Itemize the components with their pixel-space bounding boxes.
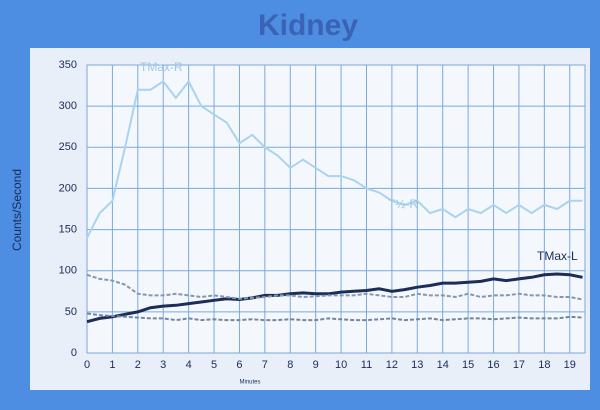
x-tick-label: 6 bbox=[236, 359, 242, 371]
series-line bbox=[86, 79, 583, 239]
x-tick-label: 12 bbox=[386, 359, 398, 371]
y-tick-label: 350 bbox=[59, 59, 77, 71]
y-tick-label: 200 bbox=[59, 182, 77, 194]
x-tick-label: 13 bbox=[411, 359, 423, 371]
x-tick-label: 2 bbox=[135, 359, 141, 371]
y-tick-label: 100 bbox=[59, 265, 77, 277]
chart-title: Kidney bbox=[258, 9, 358, 42]
annotation: TMax-R bbox=[140, 60, 183, 74]
x-tick-label: 0 bbox=[84, 359, 90, 371]
y-tick-label: 250 bbox=[59, 141, 77, 153]
x-tick-label: 15 bbox=[462, 359, 474, 371]
x-tick-label: 11 bbox=[361, 359, 372, 371]
series-line bbox=[86, 312, 583, 322]
plot-area bbox=[86, 64, 586, 354]
x-tick-label: 7 bbox=[262, 359, 268, 371]
annotation: TMax-L bbox=[537, 249, 578, 263]
y-axis-label: Counts/Second bbox=[10, 169, 24, 251]
y-tick-label: 0 bbox=[71, 347, 77, 359]
x-tick-label: 17 bbox=[513, 359, 525, 371]
x-tick-label: 8 bbox=[287, 359, 293, 371]
x-tick-label: 14 bbox=[437, 359, 449, 371]
y-tick-label: 150 bbox=[59, 223, 77, 235]
y-tick-label: 300 bbox=[59, 100, 77, 112]
series-line bbox=[86, 273, 583, 301]
series-line bbox=[86, 272, 583, 324]
x-tick-label: 19 bbox=[564, 359, 576, 371]
x-tick-label: 5 bbox=[211, 359, 217, 371]
y-tick-label: 50 bbox=[65, 306, 77, 318]
x-axis-label: Minutes bbox=[239, 380, 260, 386]
annotation: T½-R bbox=[388, 197, 418, 211]
x-tick-label: 16 bbox=[487, 359, 499, 371]
x-tick-label: 1 bbox=[109, 359, 115, 371]
x-tick-label: 18 bbox=[538, 359, 550, 371]
x-tick-label: 10 bbox=[335, 359, 347, 371]
x-tick-label: 9 bbox=[313, 359, 319, 371]
x-tick-label: 3 bbox=[160, 359, 166, 371]
x-tick-label: 4 bbox=[186, 359, 192, 371]
